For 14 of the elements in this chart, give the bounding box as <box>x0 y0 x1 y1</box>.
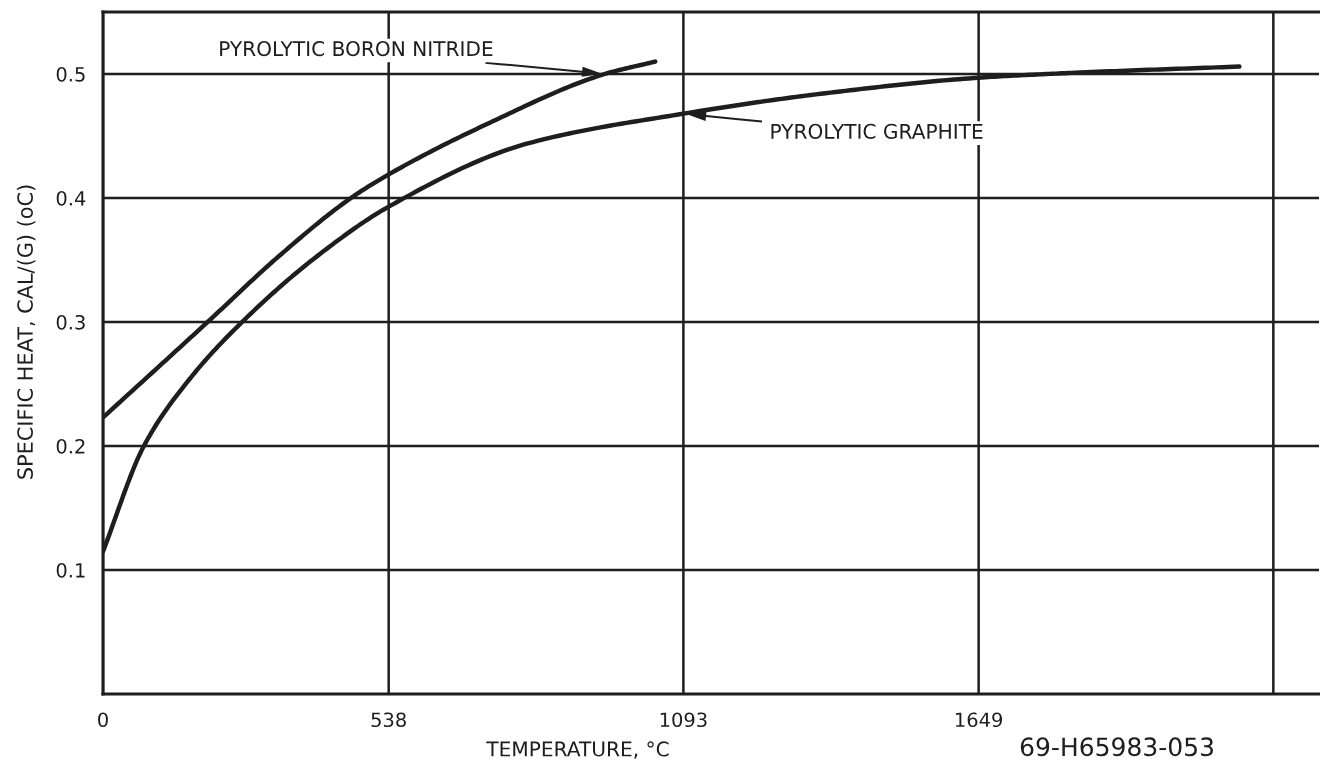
y-tick-label: 0.5 <box>56 66 85 82</box>
x-tick-label: 1093 <box>660 712 707 728</box>
series-label: PYROLYTIC GRAPHITE <box>771 123 983 139</box>
x-axis-title: TEMPERATURE, °C <box>486 741 669 759</box>
x-tick-label: 1649 <box>956 712 1002 728</box>
text: 69-H65983-053 <box>1020 737 1213 757</box>
y-tick-label: 0.4 <box>56 190 86 206</box>
y-axis-title: SPECIFIC HEAT, CAL/(G) (oC) <box>16 185 36 479</box>
y-tick-label: 0.1 <box>56 562 85 578</box>
text: PYROLYTIC BORON NITRIDE <box>220 41 493 57</box>
x-tick-label: 0 <box>98 712 108 728</box>
y-tick-label: 0.2 <box>56 438 85 454</box>
x-tick-label: 538 <box>371 712 406 728</box>
y-tick-label: 0.3 <box>56 314 85 330</box>
